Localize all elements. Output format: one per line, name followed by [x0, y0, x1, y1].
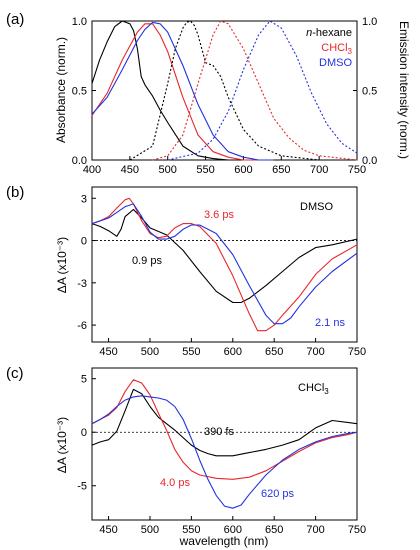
- panel-c-annotation-390fs: 390 fs: [204, 426, 234, 438]
- x-tick-label: 500: [141, 346, 159, 358]
- x-tick-label: 650: [265, 524, 283, 536]
- panel-c-annotation-4-0ps: 4.0 ps: [160, 477, 190, 489]
- legend-entry-chcl3: CHCl3: [321, 42, 352, 56]
- y-tick-label: 0.0: [72, 155, 87, 167]
- panel-c-ylabel: ΔA (x10⁻³): [55, 417, 69, 473]
- panel-b-annotation-0-9ps: 0.9 ps: [132, 255, 162, 267]
- y-tick-label: 1.0: [72, 16, 87, 28]
- panel-b-label: (b): [6, 184, 24, 201]
- x-tick-label: 550: [182, 524, 200, 536]
- x-tick-label: 650: [272, 164, 290, 176]
- x-tick-label: 700: [306, 524, 324, 536]
- panel-b-frame: [91, 186, 358, 343]
- x-tick-label: 600: [224, 524, 242, 536]
- x-tick-label: 750: [348, 524, 366, 536]
- x-axis-label: wavelength (nm): [179, 534, 269, 548]
- panel-a-ylabel: Absorbance (norm.): [54, 37, 68, 143]
- x-tick-label: 700: [310, 164, 328, 176]
- legend-entry-n-hexane: n-hexane: [306, 27, 352, 39]
- x-tick-label: 600: [234, 164, 252, 176]
- series-chcl3-emission-line: [152, 20, 358, 161]
- x-tick-label: 450: [99, 524, 117, 536]
- x-tick-label: 400: [83, 164, 101, 176]
- x-tick-label: 550: [182, 346, 200, 358]
- y2-tick-label: 1.0: [362, 16, 377, 28]
- y2-tick-label: 0.0: [362, 155, 377, 167]
- y-tick-label: -3: [77, 278, 87, 290]
- y-tick-label: 5: [81, 374, 87, 386]
- panel-b-ticks: 450 500 550 600 650 700 750 3 0 -3 -6: [77, 193, 366, 358]
- y-tick-label: -6: [77, 320, 87, 332]
- y-tick-label: -5: [77, 481, 87, 493]
- panel-a-series: [91, 20, 358, 161]
- y-tick-label: 3: [81, 193, 87, 205]
- panel-c-solvent-label: CHCl3: [298, 382, 329, 396]
- series-n-hexane-absorbance-line: [91, 20, 244, 161]
- y-tick-label: 0: [81, 427, 87, 439]
- panel-c: (c) 450 500 550 600 650 700 750 5 0 -5 ΔA (x10⁻³)…: [6, 365, 366, 548]
- panel-b: (b) 450 500 550 600 650 700 750 3 0 -3 -6 ΔA (x10⁻…: [6, 184, 366, 358]
- panel-a-legend: n-hexane CHCl3 DMSO: [306, 27, 352, 69]
- x-tick-label: 450: [121, 164, 139, 176]
- panel-a-ticks: 400 450 500 550 600 650 700 7500.00.51.00.00.51…: [72, 16, 378, 176]
- panel-c-annotation-620ps: 620 ps: [261, 488, 295, 500]
- panel-b-solvent-label: DMSO: [300, 201, 333, 213]
- panel-a: (a) 400 450 500 550 600 650 700 7500.00.51.00.0…: [6, 11, 411, 176]
- panel-b-series: [91, 197, 358, 332]
- series-0-9-ps-line: [91, 208, 358, 304]
- x-tick-label: 750: [348, 346, 366, 358]
- panel-c-label: (c): [6, 365, 24, 382]
- panel-b-ylabel: ΔA (x10⁻³): [55, 237, 69, 293]
- y-tick-label: 0: [81, 236, 87, 248]
- series-620-ps-line: [91, 395, 358, 509]
- x-tick-label: 750: [348, 164, 366, 176]
- y2-tick-label: 0.5: [362, 86, 377, 98]
- legend-entry-dmso: DMSO: [319, 57, 352, 69]
- x-tick-label: 450: [99, 346, 117, 358]
- x-tick-label: 700: [306, 346, 324, 358]
- series-2-1-ns-line: [91, 203, 358, 325]
- x-tick-label: 600: [224, 346, 242, 358]
- x-tick-label: 500: [159, 164, 177, 176]
- x-tick-label: 500: [141, 524, 159, 536]
- panel-c-series: [91, 379, 358, 509]
- panel-b-annotation-3-6ps: 3.6 ps: [204, 209, 234, 221]
- series-3-6-ps-line: [91, 197, 358, 332]
- panel-a-y2label: Emission intensity (norm.): [397, 21, 411, 159]
- series-4-0-ps-line: [91, 379, 358, 480]
- series-dmso-absorbance-line: [91, 21, 274, 161]
- x-tick-label: 650: [265, 346, 283, 358]
- panel-a-label: (a): [6, 11, 24, 28]
- series-chcl3-absorbance-line: [91, 23, 259, 161]
- panel-b-annotation-2-1ns: 2.1 ns: [315, 317, 345, 329]
- panel-c-frame: [91, 367, 358, 521]
- x-tick-label: 550: [196, 164, 214, 176]
- series-390-fs-line: [91, 388, 358, 457]
- y-tick-label: 0.5: [72, 86, 87, 98]
- panel-c-ticks: 450 500 550 600 650 700 750 5 0 -5: [77, 374, 366, 536]
